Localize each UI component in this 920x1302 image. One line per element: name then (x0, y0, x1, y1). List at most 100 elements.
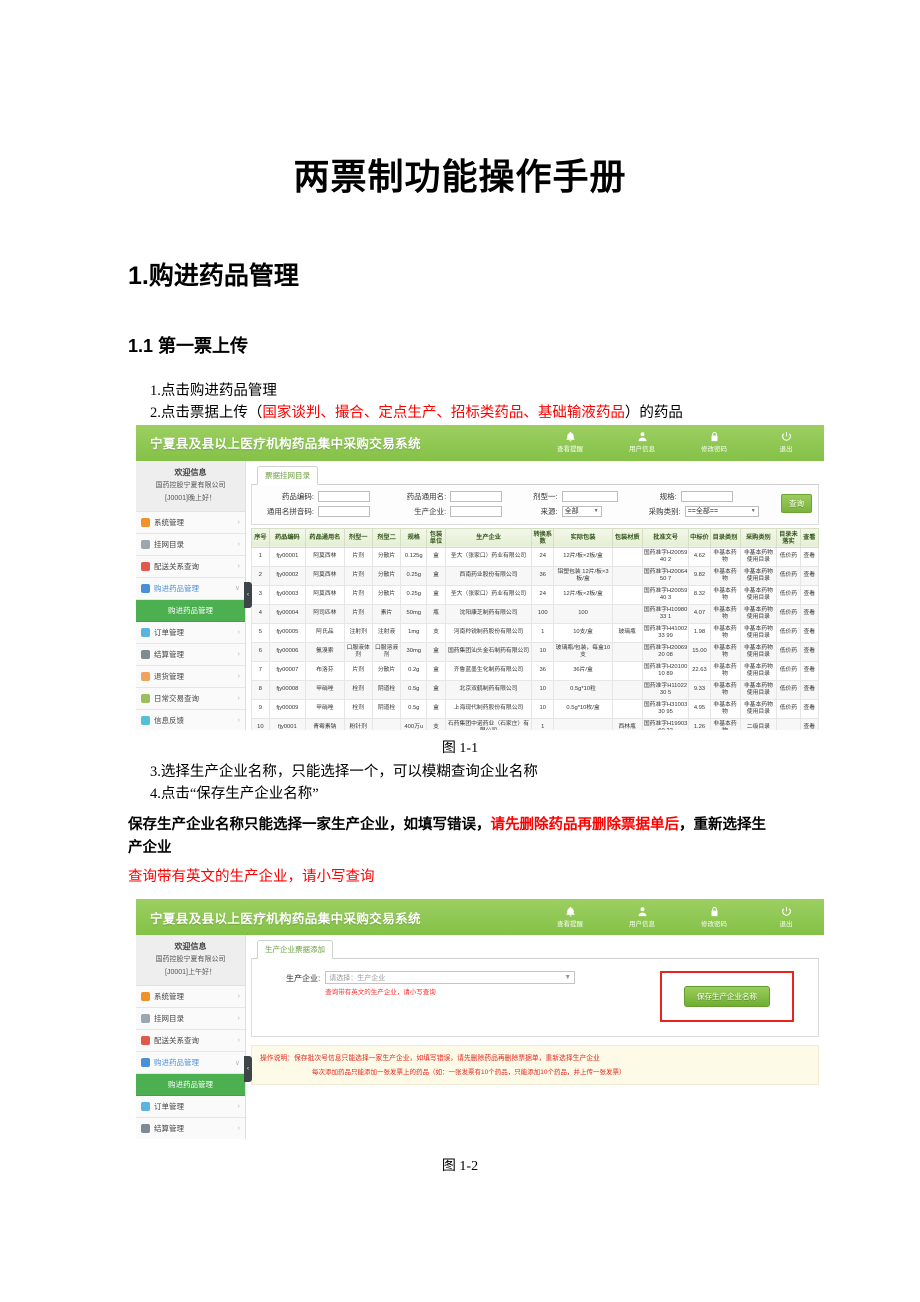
table-cell (611, 698, 643, 719)
save-manufacturer-button[interactable]: 保存生产企业名称 (684, 986, 770, 1008)
figure-1-1-caption: 图 1-1 (441, 740, 479, 756)
manufacturer-input[interactable] (450, 505, 503, 517)
table-cell: 国药准字H1990360 22 (641, 717, 690, 730)
search-icon (141, 561, 150, 571)
tab-manufacturer-ticket-add[interactable]: 生产企业票据添加 (257, 940, 333, 960)
sidebar-item-delivery-query[interactable]: 配送关系查询 › (136, 555, 245, 578)
welcome-title: 欢迎信息 (174, 942, 207, 952)
sidebar-item-return-management[interactable]: 退货管理 › (136, 665, 245, 688)
view-link[interactable]: 查看 (799, 641, 820, 662)
table-cell: 30mg (400, 641, 428, 662)
order-icon (141, 1102, 150, 1112)
table-cell: 栓剂 (343, 679, 373, 700)
view-link[interactable]: 查看 (799, 603, 820, 624)
welcome-title: 欢迎信息 (174, 467, 207, 477)
table-cell: 粉针剂 (343, 717, 373, 730)
specification-input[interactable] (680, 490, 733, 502)
manufacturer-search-hint: 查询带有英文的生产企业，请小写查询 (325, 989, 436, 997)
table-cell: 西林瓶 (611, 717, 643, 730)
view-link[interactable]: 查看 (799, 584, 820, 605)
table-cell: 非基本药物使用目录 (739, 698, 778, 719)
purchase-category-select[interactable]: ==全部== ▼ (684, 505, 759, 517)
sidebar-item-purchase-drug-management[interactable]: 购进药品管理 ∨ ‹ (136, 1052, 252, 1083)
chevron-right-icon: › (237, 562, 240, 570)
header-tool-user-info[interactable]: 用户信息 (616, 906, 668, 929)
figure-1-2-screenshot: 宁夏县及县以上医疗机构药品集中采购交易系统 查看提醒 用户信息 (136, 899, 824, 1140)
source-select-value: 全部 (564, 507, 579, 515)
gear-icon (141, 517, 150, 527)
sidebar-collapse-handle[interactable]: ‹ (244, 581, 252, 608)
table-cell: 4.07 (688, 603, 711, 624)
dosage-form-1-input[interactable] (561, 490, 618, 502)
sidebar-item-settlement-management[interactable]: 结算管理 › (136, 643, 245, 666)
sidebar-item-label: 挂网目录 (154, 1014, 184, 1024)
table-cell: 上海现代制药股份有限公司 (444, 698, 533, 719)
tab-bar: 票据挂网目录 (251, 465, 819, 485)
app-body: 欢迎信息 国药控股宁夏有限公司 [J0001]晚上好！ 系统管理 › 挂网目录 … (136, 460, 824, 730)
header-tool-logout[interactable]: 退出 (760, 906, 812, 929)
sidebar-item-delivery-query[interactable]: 配送关系查询 › (136, 1030, 245, 1053)
step-4: 4.点击“保存生产企业名称” (150, 786, 319, 803)
table-cell: 1.98 (688, 622, 711, 643)
table-cell: fjy00009 (268, 698, 306, 719)
manufacturer-select[interactable]: 请选择：生产企业 ▼ (325, 971, 576, 985)
col-spec: 规格 (400, 527, 428, 548)
sidebar-item-system-management[interactable]: 系统管理 › (136, 986, 245, 1009)
header-tool-notifications[interactable]: 查看提醒 (544, 431, 596, 454)
chevron-right-icon: › (237, 993, 240, 1001)
sidebar-item-system-management[interactable]: 系统管理 › (136, 511, 245, 534)
header-tool-user-info[interactable]: 用户信息 (616, 431, 668, 454)
table-cell: 阴道栓 (371, 698, 402, 719)
table-cell: 国药集团汕头金石制药有限公司 (444, 641, 533, 662)
view-link[interactable]: 查看 (799, 546, 820, 567)
table-cell: 片剂 (343, 603, 373, 624)
sidebar-item-settlement-management[interactable]: 结算管理 › (136, 1118, 245, 1140)
view-link[interactable]: 查看 (799, 717, 820, 730)
view-link[interactable]: 查看 (799, 622, 820, 643)
table-cell: 圣大（张家口）药业有限公司 (444, 546, 533, 567)
sidebar-subitem-purchase-drug-management[interactable]: 购进药品管理 (136, 599, 245, 622)
step-1: 1.点击购进药品管理 (150, 383, 277, 399)
table-cell: 24 (531, 546, 555, 567)
tab-ticket-catalog[interactable]: 票据挂网目录 (257, 465, 318, 485)
table-cell: 栓剂 (343, 698, 373, 719)
calculator-icon (141, 1124, 150, 1134)
sidebar-item-daily-transaction-query[interactable]: 日常交易查询 › (136, 687, 245, 710)
search-row-1: 药品编码: 药品通用名: 剂型一: (258, 490, 771, 502)
table-cell: 6 (251, 641, 270, 662)
table-cell: 低价药 (776, 641, 801, 662)
header-tool-logout[interactable]: 退出 (760, 431, 812, 454)
sidebar-collapse-handle[interactable]: ‹ (244, 1056, 252, 1083)
source-select[interactable]: 全部 ▼ (561, 505, 602, 517)
table-cell: 低价药 (776, 660, 801, 681)
pinyin-code-input[interactable] (318, 505, 370, 517)
sidebar-item-purchase-drug-management[interactable]: 购进药品管理 ∨ ‹ (136, 577, 252, 608)
drug-code-input[interactable] (318, 490, 370, 502)
view-link[interactable]: 查看 (799, 698, 820, 719)
search-button[interactable]: 查询 (781, 494, 812, 514)
sidebar-subitem-purchase-drug-management[interactable]: 购进药品管理 (136, 1074, 245, 1097)
sidebar-item-order-management[interactable]: 订单管理 › (136, 621, 245, 644)
sidebar-item-order-management[interactable]: 订单管理 › (136, 1096, 245, 1119)
sidebar-item-catalog[interactable]: 挂网目录 › (136, 1008, 245, 1031)
notice-text-1: 保存批次号信息只能选择一家生产企业，如填写错误，请先删除药品再删除票据单，重新选… (293, 1055, 600, 1063)
app-title: 宁夏县及县以上医疗机构药品集中采购交易系统 (150, 437, 421, 452)
sidebar-item-catalog[interactable]: 挂网目录 › (136, 533, 245, 556)
col-pack-material: 包装材质 (611, 527, 643, 548)
table-cell (611, 584, 643, 605)
header-tool-label: 用户信息 (629, 446, 655, 454)
header-tool-change-password[interactable]: 修改密码 (688, 431, 740, 454)
field-label: 通用名拼音码: (266, 506, 314, 516)
view-link[interactable]: 查看 (799, 565, 820, 586)
content-area: 生产企业票据添加 生产企业: 请选择：生产企业 ▼ 查询带有英文的生产企业，请小… (246, 935, 824, 1140)
view-link[interactable]: 查看 (799, 660, 820, 681)
table-cell: 盒 (426, 584, 446, 605)
sidebar-subitem-label: 购进药品管理 (168, 605, 213, 615)
header-tool-change-password[interactable]: 修改密码 (688, 906, 740, 929)
generic-name-input[interactable] (450, 490, 503, 502)
view-link[interactable]: 查看 (799, 679, 820, 700)
sidebar-item-information-feedback[interactable]: 信息反馈 › (136, 709, 245, 730)
header-tool-notifications[interactable]: 查看提醒 (544, 906, 596, 929)
search-fields: 药品编码: 药品通用名: 剂型一: (258, 490, 771, 517)
sidebar-item-label: 挂网目录 (154, 539, 184, 549)
